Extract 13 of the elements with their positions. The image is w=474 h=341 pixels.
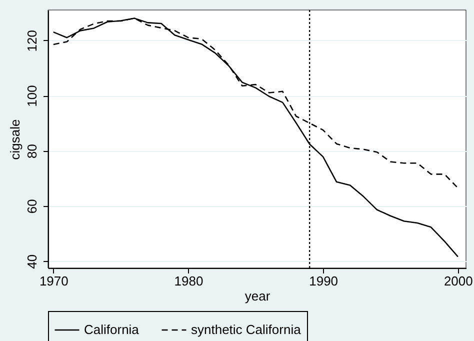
- x-tick-label: 1980: [174, 274, 204, 288]
- x-tick-label: 2000: [444, 274, 473, 288]
- x-axis-title: year: [244, 288, 271, 304]
- y-tick-label: 80: [24, 144, 40, 158]
- x-tick-label: 1990: [309, 274, 338, 288]
- y-tick-label: 60: [24, 199, 40, 214]
- y-tick-label: 120: [24, 30, 40, 52]
- y-axis-title: cigsale: [8, 119, 22, 160]
- y-tick-label: 40: [24, 254, 40, 269]
- x-tick-label: 1970: [39, 274, 68, 288]
- legend-label: synthetic California: [191, 322, 302, 337]
- y-tick-label: 100: [24, 85, 40, 107]
- legend-label: California: [84, 322, 140, 337]
